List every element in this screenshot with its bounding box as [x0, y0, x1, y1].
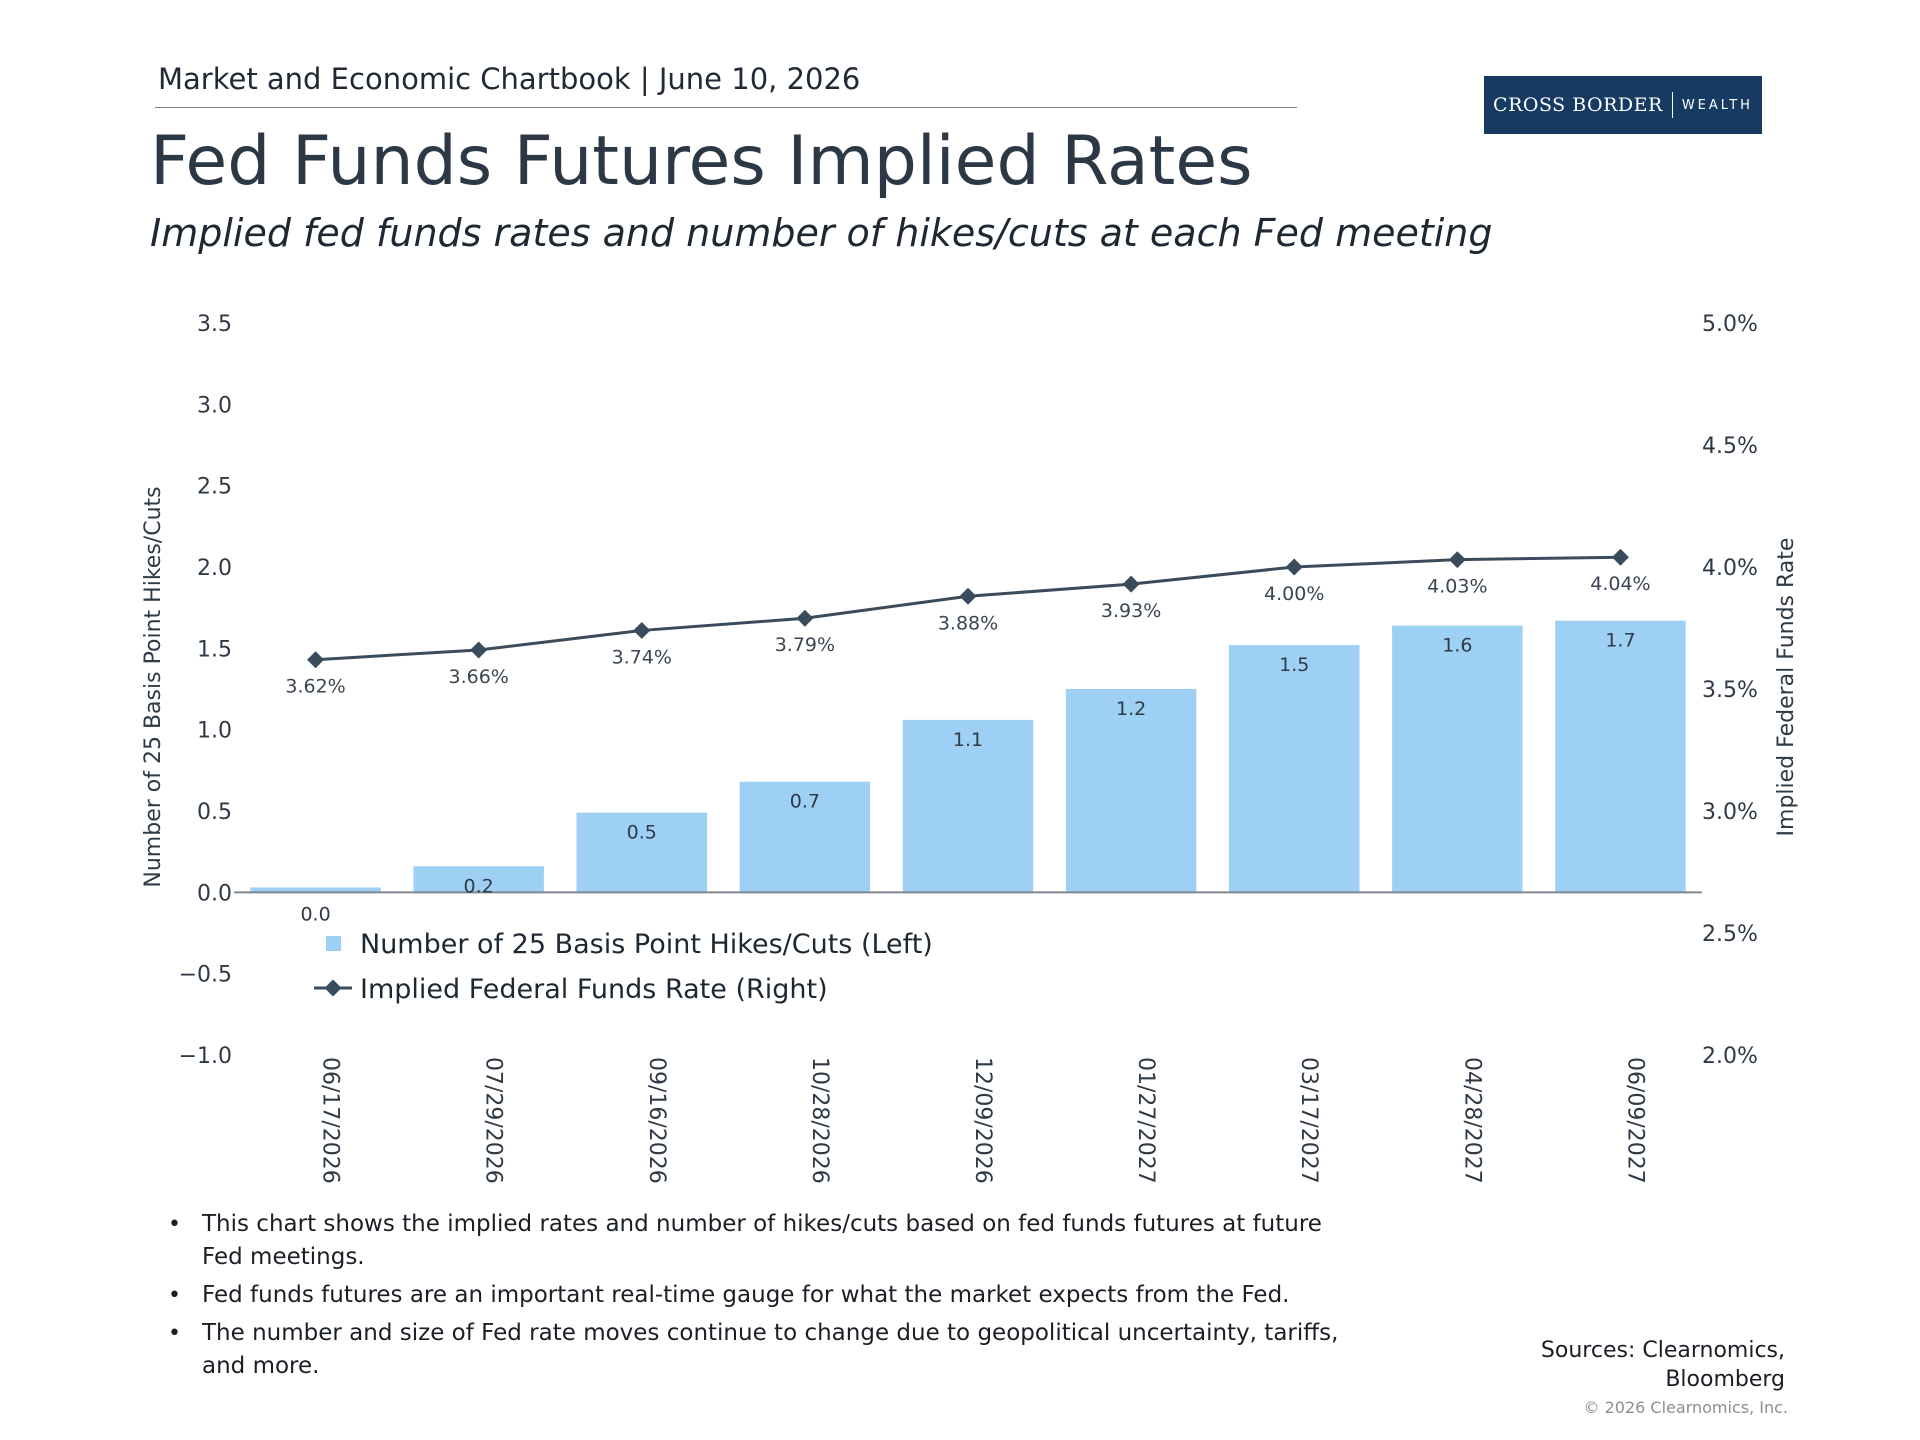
rate-value-label: 4.04% [1590, 573, 1650, 595]
legend-bar-label: Number of 25 Basis Point Hikes/Cuts (Lef… [360, 929, 933, 960]
right-tick-label: 2.0% [1702, 1044, 1758, 1069]
rate-point [1122, 575, 1140, 593]
page-subtitle: Implied fed funds rates and number of hi… [150, 211, 1493, 255]
note-text: Fed funds futures are an important real-… [202, 1282, 1290, 1308]
bar-value-labels: 0.0 0.2 0.5 0.7 1.1 1.2 1.5 1.6 1.7 [300, 630, 1635, 926]
rate-value-label: 3.66% [448, 666, 508, 688]
left-tick-label: 0.5 [197, 800, 232, 825]
rate-point [470, 641, 488, 659]
bar [902, 719, 1034, 893]
left-tick-label: 3.0 [197, 393, 232, 418]
left-tick-label: 0.0 [197, 881, 232, 906]
sources-line: Sources: Clearnomics, [1540, 1338, 1785, 1363]
rate-points [307, 548, 1629, 669]
rate-value-label: 4.00% [1264, 583, 1324, 605]
x-tick-label: 01/27/2027 [1133, 1057, 1158, 1184]
note-text: The number and size of Fed rate moves co… [202, 1320, 1339, 1379]
left-tick-label: 2.0 [197, 556, 232, 581]
left-tick-label: −0.5 [179, 963, 232, 988]
left-tick-label: 1.0 [197, 719, 232, 744]
rate-value-label: 3.88% [938, 612, 998, 634]
rate-point [1285, 558, 1303, 576]
notes-list: • This chart shows the implied rates and… [164, 1208, 1364, 1388]
right-axis-ticks: 5.0% 4.5% 4.0% 3.5% 3.0% 2.5% 2.0% [1702, 312, 1758, 1069]
bar [576, 812, 708, 893]
left-tick-label: 1.5 [197, 637, 232, 662]
rate-value-label: 4.03% [1427, 576, 1487, 598]
right-tick-label: 4.5% [1702, 434, 1758, 459]
x-tick-label: 06/17/2026 [318, 1057, 343, 1184]
note-text: This chart shows the implied rates and n… [202, 1211, 1322, 1270]
left-axis-ticks: 3.5 3.0 2.5 2.0 1.5 1.0 0.5 0.0 −0.5 −1.0 [179, 312, 232, 1069]
right-tick-label: 3.5% [1702, 678, 1758, 703]
note-item: • Fed funds futures are an important rea… [164, 1279, 1364, 1312]
x-tick-label: 04/28/2027 [1459, 1057, 1484, 1184]
bullet-dot: • [168, 1212, 181, 1237]
x-tick-label: 10/28/2026 [807, 1057, 832, 1184]
cross-border-wealth-logo: CROSS BORDER WEALTH [1484, 76, 1762, 134]
sources: Sources: Clearnomics, Bloomberg [1541, 1336, 1785, 1394]
bullet-dot: • [168, 1283, 181, 1308]
right-axis-title: Implied Federal Funds Rate [1774, 538, 1799, 837]
rate-point [1611, 548, 1629, 566]
legend-line-marker [324, 979, 342, 997]
bar-series [250, 620, 1686, 893]
left-tick-label: 3.5 [197, 312, 232, 337]
rate-point [959, 587, 977, 605]
left-tick-label: 2.5 [197, 475, 232, 500]
bar-value-label: 0.0 [300, 903, 330, 925]
bullet-dot: • [168, 1321, 181, 1346]
right-tick-label: 3.0% [1702, 800, 1758, 825]
bar-value-label: 1.6 [1442, 635, 1472, 657]
bar [250, 887, 381, 893]
right-tick-label: 4.0% [1702, 556, 1758, 581]
rate-value-label: 3.79% [775, 634, 835, 656]
copyright: © 2026 Clearnomics, Inc. [1583, 1398, 1788, 1417]
chartbook-header: Market and Economic Chartbook | June 10,… [158, 62, 861, 96]
rate-point [1448, 551, 1466, 569]
fed-funds-chart: 3.5 3.0 2.5 2.0 1.5 1.0 0.5 0.0 −0.5 −1.0 5.0% 4.5… [141, 312, 1799, 1184]
left-tick-label: −1.0 [179, 1044, 232, 1069]
chart-legend: Number of 25 Basis Point Hikes/Cuts (Lef… [314, 929, 933, 1005]
note-item: • The number and size of Fed rate moves … [164, 1317, 1364, 1383]
right-tick-label: 5.0% [1702, 312, 1758, 337]
right-tick-label: 2.5% [1702, 922, 1758, 947]
logo-sub-text: WEALTH [1681, 97, 1753, 113]
x-axis-ticks: 06/17/2026 07/29/2026 09/16/2026 10/28/2026… [318, 1057, 1648, 1184]
bar-value-label: 1.5 [1279, 654, 1309, 676]
rate-value-label: 3.93% [1101, 600, 1161, 622]
bar-value-label: 0.7 [790, 791, 820, 813]
bar [1228, 645, 1360, 893]
rate-point [796, 609, 814, 627]
rate-value-label: 3.62% [285, 676, 345, 698]
bar [1392, 625, 1523, 893]
sources-line: Bloomberg [1665, 1367, 1785, 1392]
note-item: • This chart shows the implied rates and… [164, 1208, 1364, 1274]
legend-line-label: Implied Federal Funds Rate (Right) [360, 974, 828, 1005]
page-title: Fed Funds Futures Implied Rates [150, 122, 1253, 201]
header-divider [155, 107, 1297, 108]
bar-value-label: 1.7 [1605, 630, 1635, 652]
x-tick-label: 12/09/2026 [970, 1057, 995, 1184]
bar [739, 781, 871, 893]
bar [1555, 620, 1686, 893]
legend-bar-swatch [326, 936, 341, 951]
bar [413, 866, 544, 893]
bar [1065, 689, 1197, 893]
bar-value-label: 0.5 [627, 822, 657, 844]
bar-value-label: 1.1 [953, 729, 983, 751]
logo-separator [1671, 92, 1673, 118]
rate-point [307, 651, 325, 669]
rate-point [633, 621, 651, 639]
x-tick-label: 06/09/2027 [1622, 1057, 1647, 1184]
bar-value-label: 1.2 [1116, 698, 1146, 720]
x-tick-label: 09/16/2026 [644, 1057, 669, 1184]
left-axis-title: Number of 25 Basis Point Hikes/Cuts [141, 486, 166, 887]
rate-value-labels: 3.62% 3.66% 3.74% 3.79% 3.88% 3.93% 4.00% 4.03%… [285, 573, 1650, 697]
logo-main-text: CROSS BORDER [1493, 94, 1663, 116]
x-tick-label: 07/29/2026 [481, 1057, 506, 1184]
rate-value-label: 3.74% [612, 646, 672, 668]
bar-value-label: 0.2 [464, 875, 494, 897]
x-tick-label: 03/17/2027 [1296, 1057, 1321, 1184]
